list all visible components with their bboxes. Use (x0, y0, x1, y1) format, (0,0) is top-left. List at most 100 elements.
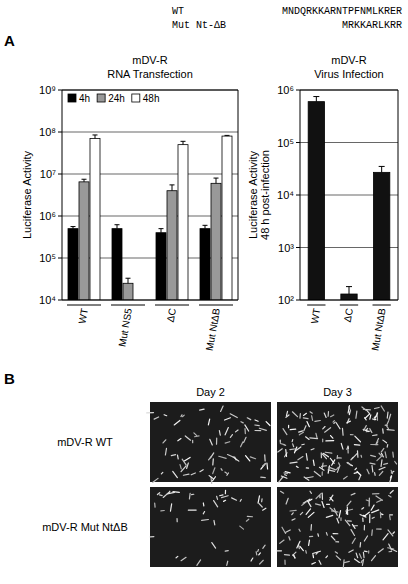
error-bar (225, 135, 230, 137)
cell-speck (203, 512, 204, 514)
cell-speck (255, 420, 258, 421)
cell-speck (374, 473, 376, 476)
cell-speck (283, 429, 287, 435)
cell-speck (241, 442, 243, 447)
sequence-name: WT (172, 6, 184, 17)
cell-speck (310, 536, 313, 538)
cell-speck (181, 415, 182, 417)
cell-speck (200, 470, 203, 472)
cell-speck (390, 514, 393, 515)
cell-speck (181, 557, 186, 560)
cell-speck (331, 436, 333, 439)
cell-speck (324, 453, 329, 456)
cell-speck (382, 429, 384, 433)
cell-speck (182, 459, 186, 465)
cell-speck (263, 508, 266, 510)
bar (156, 233, 166, 300)
error-bar (214, 178, 219, 183)
cell-speck (298, 457, 303, 460)
cell-speck (304, 426, 306, 431)
cell-speck (212, 459, 214, 465)
cell-speck (362, 407, 366, 410)
cell-speck (281, 491, 284, 493)
cell-speck (288, 425, 289, 427)
cell-speck (339, 463, 340, 466)
tick-label: 10⁹ (39, 84, 56, 96)
micrograph-background (277, 402, 398, 482)
x-axis (62, 300, 238, 301)
cell-speck (357, 471, 361, 475)
cell-speck (263, 463, 266, 466)
cell-speck (381, 448, 384, 452)
bar (374, 172, 390, 300)
cell-speck (277, 550, 282, 551)
cell-speck (306, 477, 313, 478)
legend-swatch (68, 94, 76, 102)
tick-label: 10³ (278, 242, 294, 254)
cell-speck (256, 552, 258, 555)
cell-speck (373, 434, 377, 436)
bar (211, 183, 221, 300)
cell-speck (230, 435, 232, 438)
tick-label: 10² (278, 294, 294, 306)
cell-speck (259, 553, 261, 555)
cell-speck (292, 412, 297, 417)
cell-speck (181, 466, 186, 472)
cell-speck (170, 504, 171, 511)
cell-speck (221, 406, 224, 411)
cell-speck (315, 420, 320, 422)
sequence: MRKKARLKRR (342, 20, 402, 31)
cell-speck (379, 471, 382, 475)
cell-speck (326, 440, 334, 441)
cell-speck (389, 516, 391, 520)
cell-speck (228, 455, 234, 458)
cell-speck (161, 472, 162, 474)
error-bar (159, 229, 164, 233)
cell-speck (177, 455, 179, 459)
cell-speck (216, 496, 218, 499)
cell-speck (225, 428, 228, 435)
axis-title-line: Luciferase Activity (21, 150, 33, 239)
cell-speck (280, 540, 284, 543)
tick (58, 216, 62, 217)
tick (296, 300, 300, 301)
cell-speck (361, 560, 362, 562)
cell-speck (372, 556, 376, 561)
cell-speck (153, 478, 158, 482)
cell-speck (232, 498, 237, 500)
category-label: WT (76, 307, 90, 324)
group-underline (373, 305, 391, 306)
cell-speck (312, 555, 314, 558)
tick-label: 10⁴ (39, 294, 56, 306)
tick (58, 90, 62, 91)
cell-speck (306, 437, 309, 440)
cell-speck (294, 556, 295, 559)
cell-speck (178, 439, 181, 441)
cell-speck (322, 439, 323, 442)
cell-speck (389, 551, 392, 553)
cell-speck (150, 536, 154, 538)
cell-speck (360, 455, 362, 457)
cell-speck (355, 559, 360, 562)
cell-speck (351, 530, 354, 536)
cell-speck (395, 462, 397, 464)
legend-label: 24h (108, 93, 125, 104)
cell-speck (163, 440, 166, 443)
cell-speck (306, 509, 310, 514)
cell-speck (337, 456, 339, 459)
cell-speck (389, 496, 391, 497)
cell-speck (316, 552, 318, 554)
cell-speck (377, 456, 382, 461)
cell-speck (347, 449, 348, 453)
cell-speck (303, 413, 306, 415)
chart-title: mDV-R (331, 54, 367, 66)
group-underline (199, 305, 233, 306)
x-axis (300, 300, 398, 301)
cell-speck (202, 519, 209, 521)
cell-speck (245, 425, 249, 431)
cell-speck (333, 421, 334, 422)
cell-speck (209, 457, 211, 460)
cell-speck (387, 445, 389, 448)
cell-speck (352, 524, 355, 528)
cell-speck (316, 493, 321, 498)
